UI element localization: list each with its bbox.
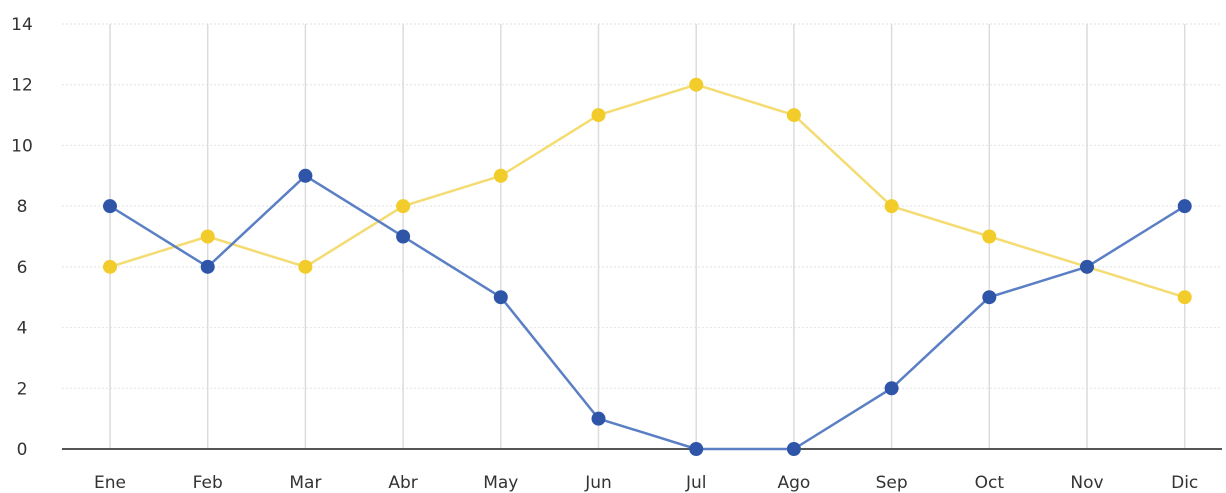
- x-tick-label: Mar: [289, 473, 321, 493]
- series-2-point: [396, 199, 411, 214]
- series-1-point: [982, 290, 997, 305]
- y-tick-label: 14: [11, 15, 33, 35]
- horizontal-gridlines: [62, 23, 1222, 389]
- x-tick-label: Ene: [94, 473, 126, 493]
- series-1-point: [786, 442, 801, 456]
- x-tick-label: May: [483, 473, 518, 493]
- series-1-point: [200, 259, 215, 274]
- series-2-point: [1177, 290, 1192, 305]
- y-tick-label: 6: [17, 258, 28, 278]
- x-axis-ticks: Ene Feb Mar Abr May Jun Jul Ago Sep Oct Nov Dic: [94, 473, 1198, 493]
- series-2-point: [786, 108, 801, 123]
- series-2: [103, 77, 1192, 305]
- series-1-point: [493, 290, 508, 305]
- x-tick-label: Nov: [1070, 473, 1103, 493]
- series-1-point: [689, 442, 704, 456]
- series-1-point: [103, 199, 117, 214]
- series-1: [103, 168, 1192, 456]
- series-2-point: [689, 77, 704, 92]
- y-axis-ticks: 0 2 4 6 8 10 12 14: [11, 15, 33, 460]
- series-2-point: [103, 259, 117, 274]
- series-1-point: [396, 229, 411, 244]
- series-2-line: [109, 83, 1186, 299]
- y-tick-label: 4: [17, 319, 28, 339]
- y-tick-label: 8: [17, 197, 28, 217]
- y-tick-label: 0: [17, 440, 28, 460]
- x-tick-label: Dic: [1171, 473, 1198, 493]
- series-1-point: [1080, 259, 1094, 274]
- series-1-line: [109, 174, 1186, 451]
- series-1-point: [884, 381, 899, 396]
- series-2-point: [591, 108, 606, 123]
- series-2-point: [982, 229, 997, 244]
- x-tick-label: Abr: [388, 473, 417, 493]
- y-tick-label: 2: [17, 379, 28, 399]
- x-tick-label: Jun: [584, 473, 612, 493]
- x-tick-label: Sep: [876, 473, 908, 493]
- series-2-point: [493, 168, 508, 183]
- y-tick-label: 12: [11, 76, 33, 96]
- series-1-point: [298, 168, 313, 183]
- vertical-gridlines: [109, 24, 1186, 449]
- x-tick-label: Oct: [975, 473, 1005, 493]
- x-tick-label: Feb: [193, 473, 223, 493]
- series-1-point: [591, 411, 606, 426]
- y-tick-label: 10: [11, 136, 33, 156]
- series-2-point: [298, 259, 313, 274]
- series-layer: [103, 77, 1192, 456]
- series-1-point: [1177, 199, 1192, 214]
- series-2-point: [200, 229, 215, 244]
- x-tick-label: Ago: [777, 473, 810, 493]
- x-tick-label: Jul: [685, 473, 707, 493]
- series-2-point: [884, 199, 899, 214]
